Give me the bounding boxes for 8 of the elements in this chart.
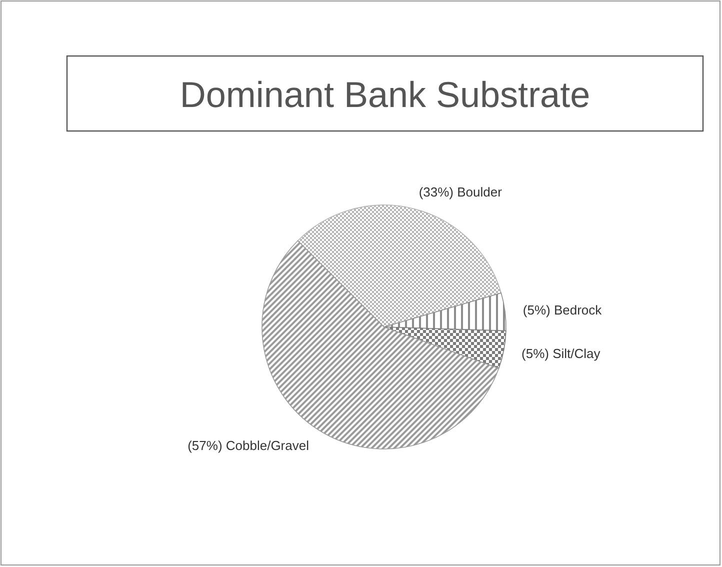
pie-slice bbox=[297, 204, 502, 328]
pie-slice bbox=[384, 326, 506, 369]
pie-slice bbox=[384, 292, 506, 332]
chart-title: Dominant Bank Substrate bbox=[180, 74, 590, 115]
slice-label: (5%) Silt/Clay bbox=[522, 346, 601, 362]
slice-label: (5%) Bedrock bbox=[522, 302, 602, 318]
slice-label: (33%) Boulder bbox=[418, 184, 503, 200]
slice-label: (57%) Cobble/Gravel bbox=[188, 438, 310, 454]
